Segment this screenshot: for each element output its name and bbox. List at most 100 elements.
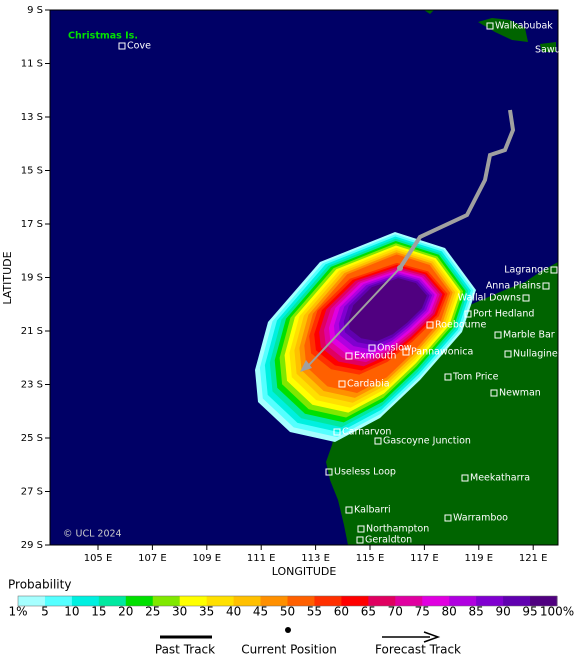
colorbar-label: 55 [307, 605, 322, 619]
lat-tick-label: 29 S [21, 540, 43, 551]
place-label: Pannawonica [411, 347, 473, 358]
lat-tick-label: 25 S [21, 433, 43, 444]
place-label: Tom Price [452, 372, 499, 383]
colorbar-swatch [44, 596, 73, 606]
colorbar-label: 65 [361, 605, 376, 619]
place-label: Gascoyne Junction [383, 436, 471, 447]
place-label: Onslow [377, 343, 412, 354]
colorbar-swatch [98, 596, 127, 606]
lon-tick-label: 107 E [138, 553, 167, 564]
place-marker [118, 42, 126, 50]
colorbar-label: 85 [469, 605, 484, 619]
colorbar-swatch [530, 596, 558, 606]
colorbar-swatch [368, 596, 396, 606]
lon-tick-label: 105 E [84, 553, 113, 564]
place-marker [444, 373, 452, 381]
place-marker [333, 428, 341, 436]
colorbar-label: 5 [41, 605, 49, 619]
place-marker [486, 22, 494, 30]
colorbar-swatch [125, 596, 154, 606]
colorbar-swatch [422, 596, 450, 606]
colorbar-label: 100% [540, 605, 574, 619]
lon-tick-label: 115 E [356, 553, 385, 564]
place-marker [338, 380, 346, 388]
place-label: Walkabubak [495, 21, 553, 32]
colorbar-label: 60 [334, 605, 349, 619]
colorbar-label: 35 [199, 605, 214, 619]
probability-contour [348, 278, 427, 342]
place-marker [356, 536, 364, 544]
place-label: Northampton [366, 524, 429, 535]
colorbar-swatch [449, 596, 477, 606]
place-label: Lagrange [504, 265, 549, 276]
colorbar-label: 75 [415, 605, 430, 619]
lon-tick-label: 117 E [410, 553, 439, 564]
lon-tick-label: 119 E [465, 553, 494, 564]
probability-field [255, 232, 476, 442]
place-marker [461, 474, 469, 482]
colorbar-swatch [314, 596, 342, 606]
colorbar-label: 45 [253, 605, 268, 619]
lon-tick-label: 111 E [247, 553, 276, 564]
place-label: Sawu [535, 45, 561, 56]
place-marker [374, 437, 382, 445]
colorbar-swatch [18, 596, 46, 606]
legend-track-items [160, 627, 441, 643]
place-marker [494, 331, 502, 339]
place-marker [345, 506, 353, 514]
lon-tick-label: 121 E [519, 553, 548, 564]
colorbar-swatch [395, 596, 423, 606]
lat-tick-label: 21 S [21, 326, 43, 337]
colorbar-swatch [476, 596, 504, 606]
land [326, 10, 558, 545]
place-label: Nullagine [513, 349, 558, 360]
place-label: Cardabia [347, 379, 390, 390]
colorbar-swatch [260, 596, 288, 606]
place-label: Warramboo [453, 513, 508, 524]
place-marker [325, 468, 333, 476]
colorbar-swatch [71, 596, 100, 606]
lat-tick-label: 23 S [21, 380, 43, 391]
place-label: Anna Plains [486, 281, 541, 292]
colorbar-label: 70 [388, 605, 403, 619]
place-marker [504, 350, 512, 358]
legend-item: Forecast Track [375, 643, 461, 657]
place-label: Newman [499, 388, 541, 399]
lat-tick-label: 15 S [21, 166, 43, 177]
lat-tick-label: 19 S [21, 273, 43, 284]
colorbar-label: 95 [522, 605, 537, 619]
place-marker [542, 282, 550, 290]
lat-tick-label: 17 S [21, 219, 43, 230]
colorbar-label: 20 [118, 605, 133, 619]
place-label: Exmouth [354, 351, 396, 362]
colorbar-label: 80 [442, 605, 457, 619]
legend-item: Current Position [241, 643, 337, 657]
colorbar-swatch [287, 596, 315, 606]
place-label: Useless Loop [334, 467, 396, 478]
place-label: Meekatharra [470, 473, 530, 484]
legend-item: Past Track [155, 643, 215, 657]
place-label: Port Hedland [473, 309, 534, 320]
colorbar-label: 15 [91, 605, 106, 619]
place-label: Geraldton [365, 535, 412, 546]
place-marker [368, 344, 376, 352]
colorbar-label: 30 [172, 605, 187, 619]
colorbar-swatch [341, 596, 369, 606]
lat-tick-label: 9 S [27, 5, 43, 16]
lat-tick-label: 13 S [21, 112, 43, 123]
colorbar-swatch [206, 596, 235, 606]
colorbar-label: 1% [8, 605, 27, 619]
lat-tick-label: 11 S [21, 59, 43, 70]
colorbar-swatch [233, 596, 262, 606]
place-label: Carnarvon [342, 427, 391, 438]
place-marker [522, 294, 530, 302]
place-marker [345, 352, 353, 360]
lon-tick-label: 113 E [301, 553, 330, 564]
place-label: Cove [127, 41, 151, 52]
place-marker [464, 310, 472, 318]
colorbar-label: 90 [495, 605, 510, 619]
legend-title: Probability [8, 578, 71, 592]
place-marker [550, 266, 558, 274]
colorbar-swatch [152, 596, 181, 606]
